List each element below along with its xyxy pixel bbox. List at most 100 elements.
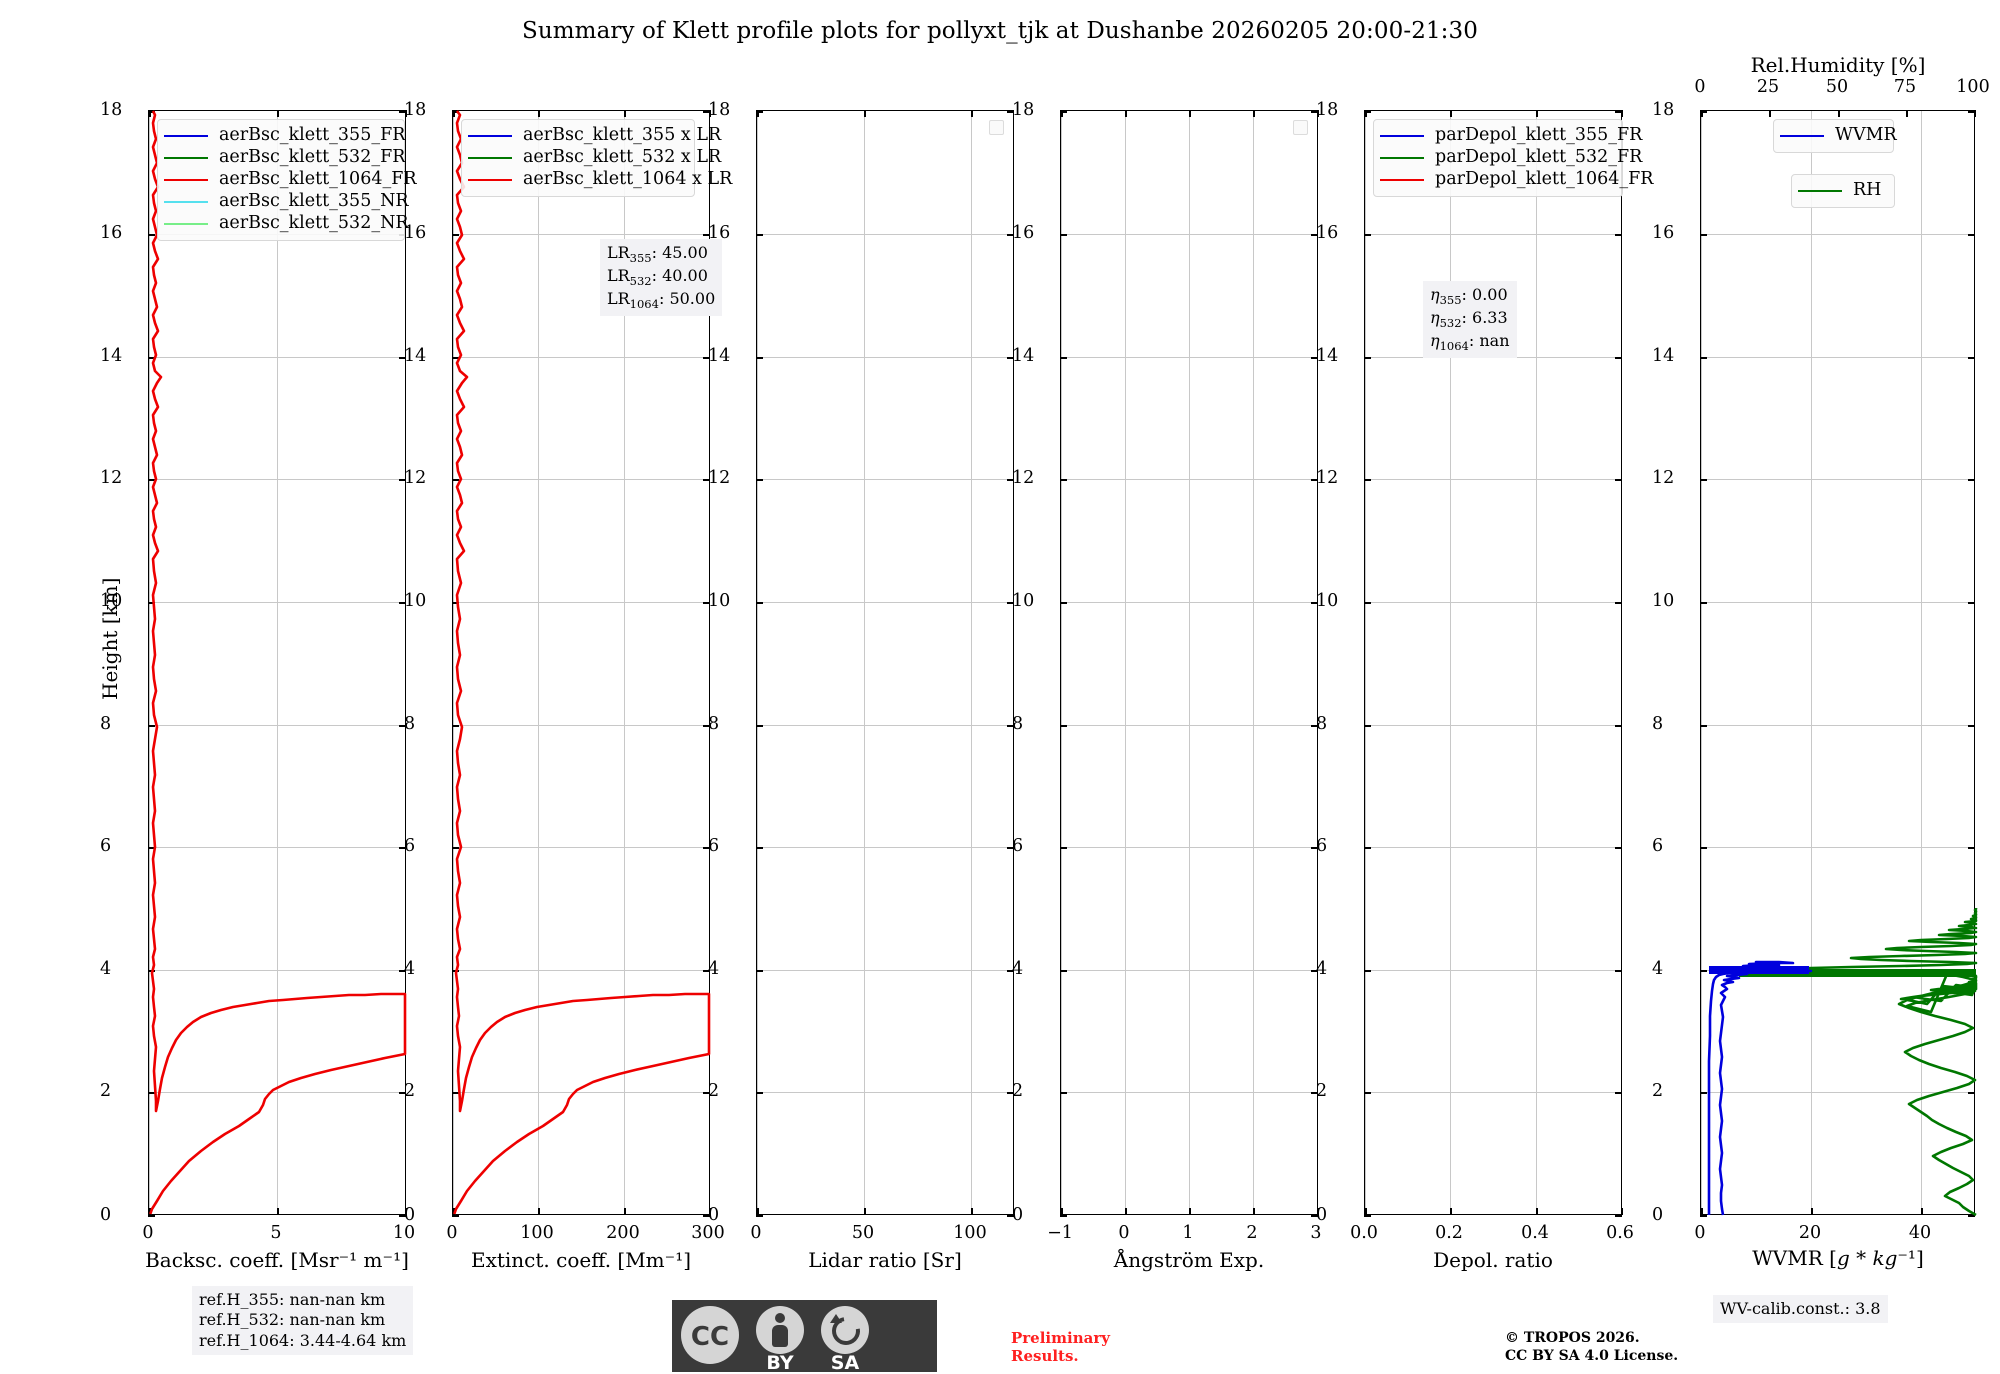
legend-swatch-line: [164, 223, 208, 225]
y-tick-label: 2: [404, 1081, 416, 1101]
legend-label: aerBsc_klett_532 x LR: [523, 147, 722, 168]
y-tick-label: 10: [1012, 591, 1035, 611]
x-tick-label: 300: [691, 1223, 725, 1243]
legend-depol-ratio[interactable]: parDepol_klett_355_FR parDepol_klett_532…: [1373, 119, 1653, 197]
legend-item: aerBsc_klett_355 x LR: [468, 125, 721, 147]
x-axis-title: Depol. ratio: [1433, 1248, 1553, 1272]
y-tick-label: 12: [1316, 468, 1339, 488]
y-tick-label: 8: [404, 714, 416, 734]
by-label: BY: [766, 1352, 794, 1374]
copyright-line-1: © TROPOS 2026.: [1505, 1330, 1640, 1346]
y-tick-label: 6: [1316, 836, 1328, 856]
panel-lidar-ratio: [756, 110, 1014, 1217]
cc-logo-text: CC: [690, 1322, 730, 1352]
x-tick-label: −1: [1047, 1223, 1073, 1243]
x-tick-label: 200: [606, 1223, 640, 1243]
y-tick-label: 4: [100, 959, 112, 979]
x-tick-label: 20: [1798, 1223, 1822, 1243]
legend-item: aerBsc_klett_532 x LR: [468, 147, 721, 169]
y-tick-label: 12: [708, 468, 731, 488]
y-tick-label: 0: [708, 1205, 720, 1225]
legend-item: parDepol_klett_355_FR: [1380, 125, 1642, 147]
legend-item: parDepol_klett_532_FR: [1380, 147, 1642, 169]
y-tick-label: 18: [404, 100, 427, 120]
legend-item: aerBsc_klett_1064_FR: [164, 169, 417, 191]
legend-backscatter[interactable]: aerBsc_klett_355_FR aerBsc_klett_532_FR …: [157, 119, 417, 241]
legend-swatch-line: [1798, 190, 1842, 192]
x-tick-label: 0: [1694, 1223, 1706, 1243]
y-tick-label: 6: [100, 836, 112, 856]
legend-rh[interactable]: RH: [1791, 174, 1895, 208]
panel-depol-ratio: parDepol_klett_355_FR parDepol_klett_532…: [1364, 110, 1653, 1217]
y-tick-label: 6: [404, 836, 416, 856]
y-tick-label: 16: [1316, 223, 1339, 243]
y-tick-label: 6: [708, 836, 720, 856]
sa-label: SA: [830, 1352, 860, 1374]
legend-wvmr[interactable]: WVMR: [1773, 119, 1897, 153]
y-tick-label: 18: [708, 100, 731, 120]
panel-backscatter: aerBsc_klett_355_FR aerBsc_klett_532_FR …: [148, 110, 417, 1217]
y-tick-label: 10: [100, 591, 123, 611]
y-tick-label: 0: [1012, 1205, 1024, 1225]
y-tick-label: 8: [708, 714, 720, 734]
y-tick-label: 12: [1012, 468, 1035, 488]
backscatter-curve: [149, 110, 407, 1215]
y-tick-label: 14: [708, 346, 731, 366]
legend-label: aerBsc_klett_532_NR: [219, 213, 409, 234]
x-tick-label: 0.4: [1521, 1223, 1549, 1243]
legend-label: WVMR: [1835, 125, 1897, 146]
x-tick-label: 50: [851, 1223, 875, 1243]
legend-label: aerBsc_klett_355_FR: [219, 125, 406, 146]
y-tick-label: 18: [100, 100, 123, 120]
cc-license-badge[interactable]: CC BY SA: [672, 1300, 937, 1374]
legend-label: aerBsc_klett_532_FR: [219, 147, 406, 168]
x-tick-label: 1: [1182, 1223, 1194, 1243]
y-tick-label: 14: [404, 346, 427, 366]
y-tick-label: 18: [1012, 100, 1035, 120]
y-tick-label: 0: [1652, 1205, 1664, 1225]
y-tick-label: 6: [1652, 836, 1664, 856]
wvmr-curve: [1707, 960, 1813, 1216]
y-tick-label: 12: [100, 468, 123, 488]
x-axis-title: Extinct. coeff. [Mm⁻¹]: [470, 1248, 692, 1272]
y-tick-label: 10: [1652, 591, 1675, 611]
empty-legend-box[interactable]: [1293, 120, 1308, 135]
legend-swatch-line: [164, 135, 208, 137]
top-x-tick-label: 50: [1825, 77, 1849, 97]
empty-legend-box[interactable]: [989, 120, 1004, 135]
preliminary-line-1: Preliminary: [1011, 1329, 1110, 1347]
y-tick-label: 6: [1012, 836, 1024, 856]
legend-label: parDepol_klett_355_FR: [1435, 125, 1643, 146]
legend-item: RH: [1798, 180, 1886, 202]
cc-logo-circle: [681, 1306, 739, 1364]
y-tick-label: 8: [100, 714, 112, 734]
y-tick-label: 2: [100, 1081, 112, 1101]
x-tick-label: 100: [953, 1223, 987, 1243]
x-tick-label: 10: [392, 1223, 416, 1243]
y-tick-label: 2: [1652, 1081, 1664, 1101]
ref-height-line: ref.H_1064: 3.44-4.64 km: [199, 1330, 407, 1350]
eta-annotation: η355: 0.00 η532: 6.33 η1064: nan: [1423, 281, 1517, 358]
legend-swatch-line: [164, 179, 208, 181]
legend-extinction[interactable]: aerBsc_klett_355 x LR aerBsc_klett_532 x…: [461, 119, 732, 197]
y-tick-label: 18: [1652, 100, 1675, 120]
y-tick-label: 0: [100, 1205, 112, 1225]
top-axis-title: Rel.Humidity [%]: [1750, 53, 1926, 77]
copyright-line-2: CC BY SA 4.0 License.: [1505, 1347, 1679, 1364]
legend-label: aerBsc_klett_355_NR: [219, 191, 409, 212]
legend-item: aerBsc_klett_1064 x LR: [468, 169, 732, 191]
legend-label: RH: [1853, 180, 1882, 201]
legend-swatch-line: [1780, 135, 1824, 137]
legend-item: WVMR: [1780, 125, 1897, 147]
ref-height-annotation: ref.H_355: nan-nan km ref.H_532: nan-nan…: [192, 1286, 414, 1356]
y-tick-label: 10: [1316, 591, 1339, 611]
x-tick-label: 100: [520, 1223, 554, 1243]
top-x-tick-label: 25: [1756, 77, 1780, 97]
legend-label: parDepol_klett_1064_FR: [1435, 169, 1654, 190]
y-tick-label: 16: [1652, 223, 1675, 243]
x-axis-title: Ångström Exp.: [1113, 1248, 1265, 1272]
y-tick-label: 18: [1316, 100, 1339, 120]
y-tick-label: 8: [1316, 714, 1328, 734]
page-title: Summary of Klett profile plots for polly…: [521, 18, 1478, 44]
x-tick-label: 0: [142, 1223, 154, 1243]
